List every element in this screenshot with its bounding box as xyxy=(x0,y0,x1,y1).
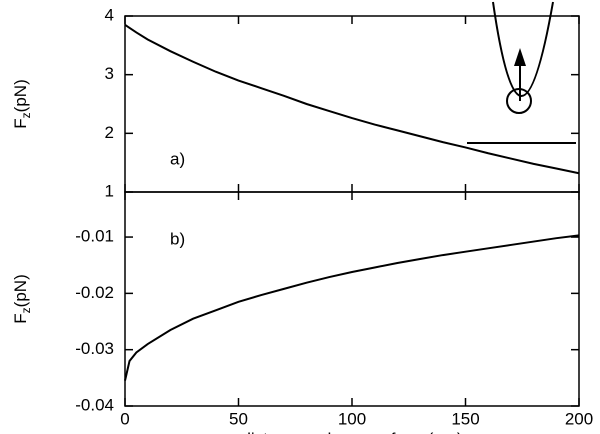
y-tick-label: -0.04 xyxy=(75,395,114,414)
y-tick-label: -0.01 xyxy=(75,227,114,246)
plot-frame xyxy=(124,15,580,193)
y-label-sub: z xyxy=(19,307,33,313)
inset-arrowhead xyxy=(514,48,526,66)
y-label-sub: z xyxy=(19,112,33,118)
y-tick-label: 3 xyxy=(105,64,114,83)
y-label-main: F xyxy=(11,313,30,323)
x-tick-label: 150 xyxy=(451,409,479,428)
x-tick-label: 0 xyxy=(120,409,129,428)
x-tick-label: 50 xyxy=(229,409,248,428)
panel-label: a) xyxy=(170,149,185,168)
y-label-unit: (pN) xyxy=(11,79,30,112)
x-tick-label: 200 xyxy=(565,409,593,428)
data-line xyxy=(124,23,580,175)
y-axis-label: Fz(pN) xyxy=(11,79,33,128)
y-tick-label: 4 xyxy=(105,5,114,24)
y-label-main: F xyxy=(11,118,30,128)
y-axis-label: Fz(pN) xyxy=(11,274,33,323)
y-label-unit: (pN) xyxy=(11,274,30,307)
x-axis-label: distance sphere-surface (nm) xyxy=(241,429,462,434)
inset-potential xyxy=(492,1,554,97)
inset-sketch xyxy=(467,1,576,144)
panel-label: b) xyxy=(170,229,185,248)
y-tick-label: 1 xyxy=(105,181,114,200)
y-tick-label: -0.02 xyxy=(75,283,114,302)
x-tick-label: 100 xyxy=(338,409,366,428)
plot-frame xyxy=(124,191,580,407)
data-line xyxy=(124,234,580,381)
y-tick-label: -0.03 xyxy=(75,339,114,358)
y-tick-label: 2 xyxy=(105,123,114,142)
